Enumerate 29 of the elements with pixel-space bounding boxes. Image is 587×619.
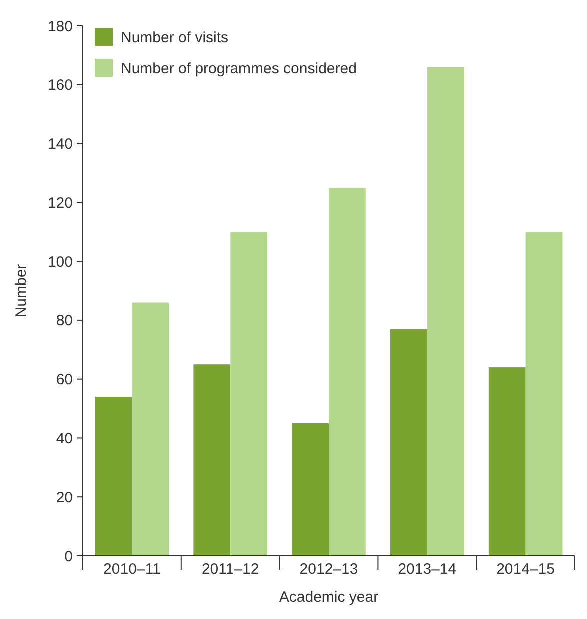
x-tick-label: 2014–15 xyxy=(496,561,556,578)
bar xyxy=(526,232,563,556)
y-axis-title: Number xyxy=(13,264,30,318)
legend-label: Number of programmes considered xyxy=(121,60,357,78)
y-tick-label: 0 xyxy=(64,548,73,566)
x-axis-title: Academic year xyxy=(279,589,379,606)
bar xyxy=(132,302,170,556)
bar xyxy=(390,329,428,556)
bar xyxy=(292,424,329,556)
y-tick-label: 100 xyxy=(48,254,73,271)
y-tick-label: 60 xyxy=(56,372,73,389)
bar xyxy=(230,232,268,556)
bar xyxy=(329,188,366,556)
y-tick-label: 120 xyxy=(48,194,73,212)
y-tick-label: 140 xyxy=(48,136,73,154)
bar xyxy=(95,397,132,556)
y-tick-label: 180 xyxy=(48,18,73,36)
bar xyxy=(427,67,464,556)
legend-label: Number of visits xyxy=(121,29,229,46)
y-tick-label: 80 xyxy=(56,312,73,330)
x-tick-label: 2010–11 xyxy=(104,561,161,578)
x-tick-label: 2013–14 xyxy=(398,561,457,578)
y-tick-label: 160 xyxy=(48,77,73,94)
bar xyxy=(488,368,526,556)
x-tick-label: 2011–12 xyxy=(202,561,260,578)
x-tick-label: 2012–13 xyxy=(300,561,358,578)
y-tick-label: 20 xyxy=(56,489,73,506)
bar xyxy=(194,364,231,556)
y-tick-label: 40 xyxy=(56,430,73,448)
